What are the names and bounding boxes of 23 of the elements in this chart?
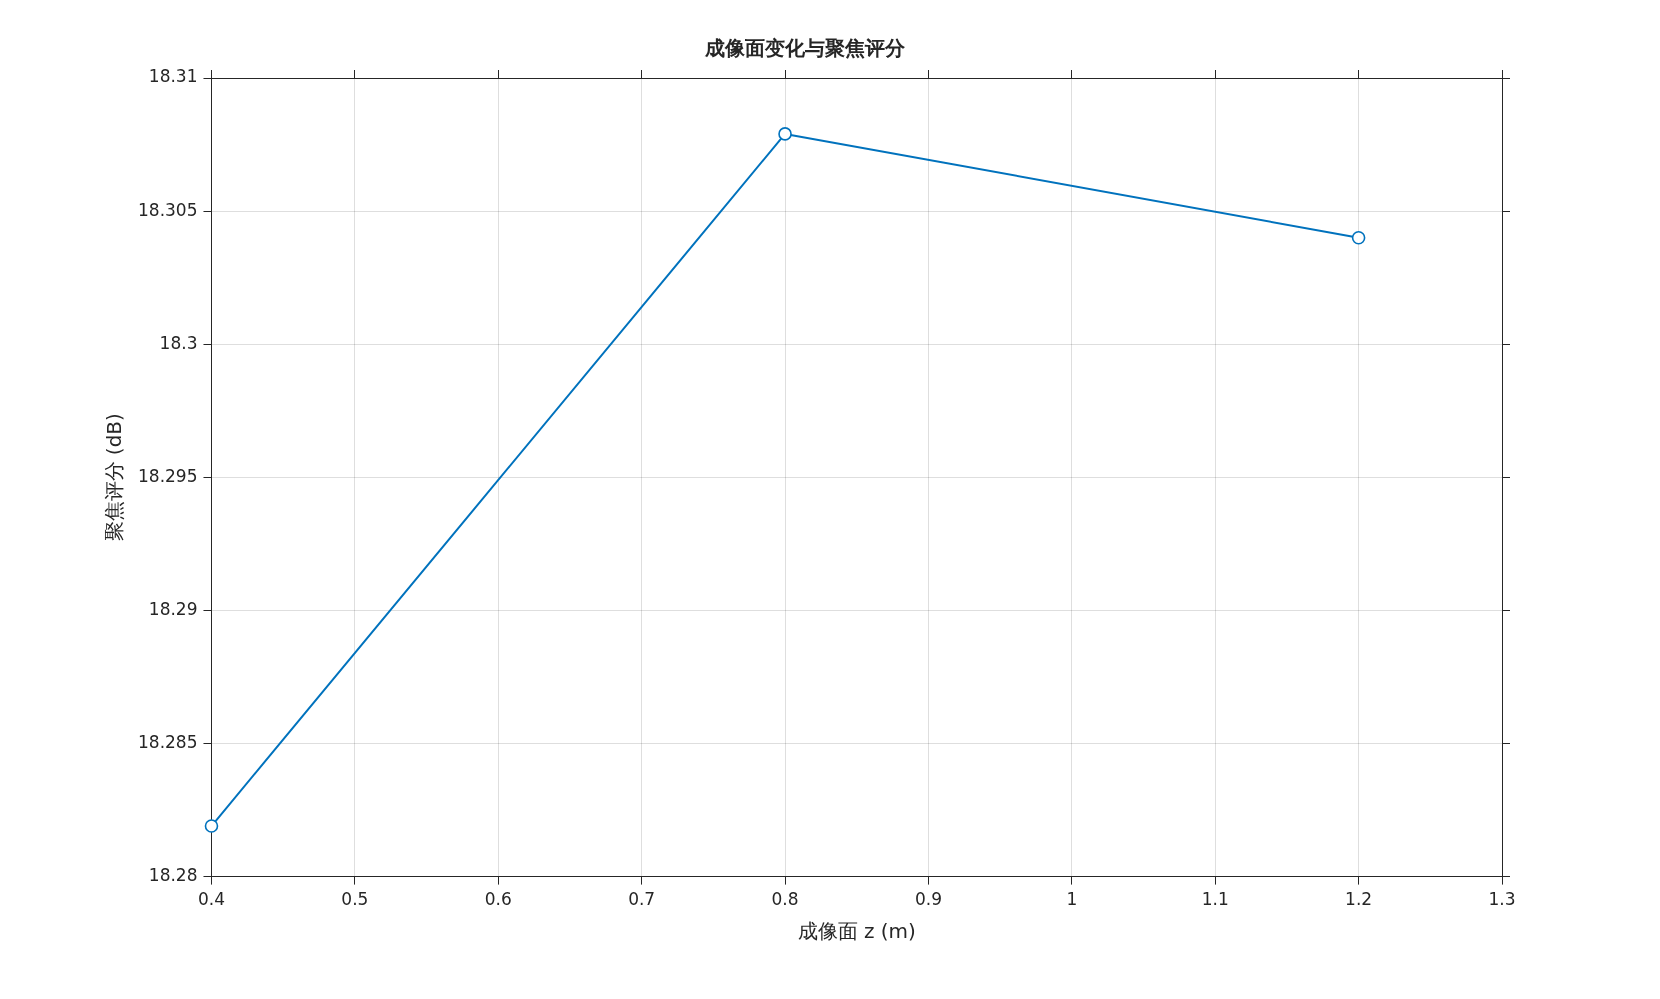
y-tick-label: 18.28 (148, 865, 198, 886)
point (778, 127, 792, 141)
x-tick-label: 1.1 (1201, 889, 1229, 910)
x-tick-label: 0.9 (914, 889, 942, 910)
x-tick-label: 0.8 (771, 889, 799, 910)
x-tick-label: 1 (1066, 889, 1078, 910)
x-tick-label: 0.7 (628, 889, 656, 910)
y-axis-title: 聚焦评分 (dB) (102, 413, 127, 542)
x-tick-label: 1.2 (1345, 889, 1373, 910)
x-tick-label: 0.5 (341, 889, 369, 910)
y-tick-label: 18.29 (148, 598, 198, 619)
chart-title: 成像面变化与聚焦评分 (704, 36, 906, 61)
x-tick-label: 0.4 (197, 889, 226, 910)
point (204, 819, 219, 833)
x-tick-label: 0.6 (484, 889, 512, 910)
y-tick-label: 18.295 (138, 465, 198, 486)
x-tick-label: 1.3 (1488, 889, 1516, 910)
y-tick-label: 18.31 (148, 66, 198, 87)
y-tick-label: 18.285 (138, 731, 198, 752)
point (1351, 230, 1366, 245)
x-axis-title: 成像面 z (m) (797, 919, 916, 944)
y-tick-label: 18.3 (159, 332, 198, 353)
y-tick-label: 18.305 (138, 199, 198, 220)
